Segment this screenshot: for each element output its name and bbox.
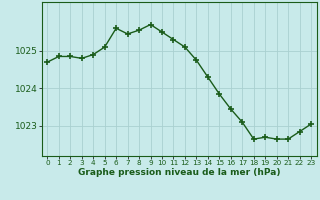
X-axis label: Graphe pression niveau de la mer (hPa): Graphe pression niveau de la mer (hPa): [78, 168, 280, 177]
